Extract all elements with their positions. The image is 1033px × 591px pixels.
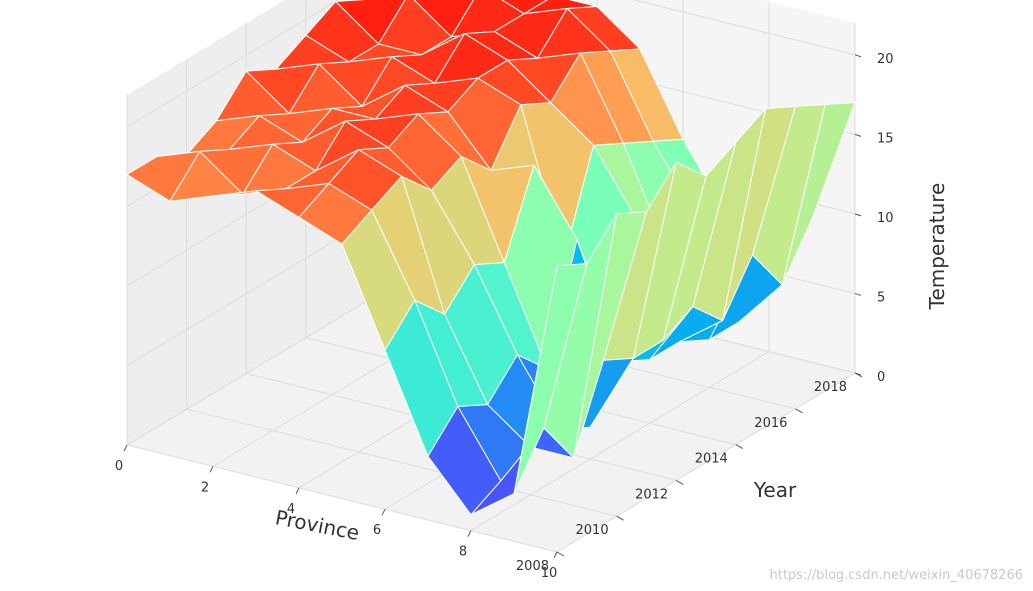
grid-line bbox=[470, 351, 770, 532]
z-tick-label: 10 bbox=[877, 211, 894, 226]
z-axis-title: Temperature bbox=[925, 183, 949, 311]
grid-line bbox=[126, 0, 340, 128]
x-axis-title: Province bbox=[273, 505, 361, 545]
z-tick-label: 20 bbox=[877, 52, 894, 67]
x-tick-label: 6 bbox=[373, 523, 381, 538]
z-tick-label: 15 bbox=[877, 131, 894, 146]
y-tick-label: 2018 bbox=[814, 380, 847, 395]
x-tick-label: 0 bbox=[115, 459, 123, 474]
z-tick bbox=[854, 372, 862, 376]
x-tick-label: 8 bbox=[459, 545, 467, 560]
x-tick bbox=[295, 487, 300, 495]
z-tick bbox=[854, 213, 862, 217]
z-tick bbox=[854, 133, 862, 137]
y-tick-label: 2010 bbox=[576, 523, 609, 538]
y-tick-label: 2016 bbox=[754, 416, 787, 431]
grid-line bbox=[632, 0, 856, 56]
y-tick-label: 2014 bbox=[695, 452, 728, 467]
x-tick bbox=[123, 444, 128, 452]
grid-line bbox=[186, 408, 617, 517]
y-tick bbox=[556, 551, 565, 557]
x-tick bbox=[209, 466, 214, 473]
y-tick bbox=[675, 479, 684, 485]
y-tick bbox=[735, 444, 744, 450]
grid-line bbox=[126, 444, 558, 553]
x-tick-label: 2 bbox=[201, 480, 209, 495]
surface-mesh bbox=[126, 0, 856, 516]
x-tick-label: 4 bbox=[287, 502, 295, 517]
x-tick bbox=[553, 551, 558, 559]
y-tick bbox=[795, 408, 803, 414]
watermark: https://blog.csdn.net/weixin_40678266 bbox=[769, 568, 1023, 583]
x-tick-label: 10 bbox=[541, 566, 558, 581]
grid-line bbox=[556, 372, 856, 553]
z-tick-label: 0 bbox=[877, 370, 885, 385]
x-tick bbox=[467, 530, 472, 537]
z-tick bbox=[854, 54, 862, 58]
surface-face bbox=[513, 263, 588, 495]
z-tick bbox=[854, 292, 862, 296]
y-tick-label: 2008 bbox=[516, 559, 549, 574]
y-tick bbox=[616, 515, 624, 521]
y-axis-title: Year bbox=[753, 478, 797, 502]
x-tick bbox=[381, 508, 386, 516]
y-tick-label: 2012 bbox=[635, 487, 668, 502]
z-tick-label: 5 bbox=[877, 290, 885, 305]
